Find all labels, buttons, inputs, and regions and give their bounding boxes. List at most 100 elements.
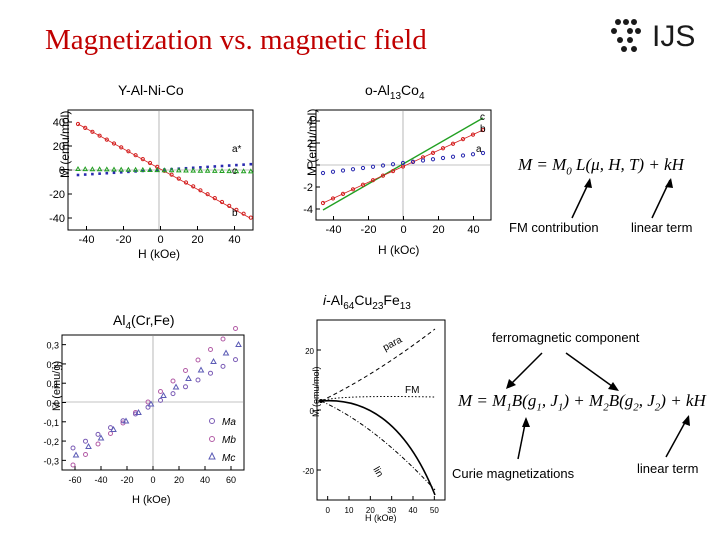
icu-ytick: 0	[310, 407, 315, 416]
oal-line-b	[322, 129, 484, 204]
al4-point-mc	[185, 374, 192, 381]
ya-point-c	[211, 167, 218, 173]
ya-point-b	[83, 125, 88, 130]
icu-curve-para: para	[381, 334, 404, 353]
oal-point-b	[370, 178, 376, 183]
icu-xtick: 10	[345, 506, 354, 515]
al4-point-mc	[135, 408, 142, 415]
oal-line-c	[322, 117, 484, 211]
al4-point-mb	[70, 462, 76, 468]
ya-point-c	[89, 166, 96, 172]
al4-point-mc	[172, 383, 180, 390]
icu-origin-point	[319, 399, 323, 403]
ya-curve-a: a*	[232, 144, 242, 155]
al4-label: Al4(Cr,Fe)	[113, 312, 175, 332]
linear-term-label-1: linear term	[631, 220, 693, 235]
al4-ylabel: M (emu/g)	[51, 361, 63, 411]
oal-point-a	[480, 150, 486, 156]
ya-point-a	[213, 165, 217, 168]
ya-point-a	[163, 168, 166, 171]
ya-point-a	[112, 171, 116, 175]
al4-point-mc	[122, 417, 130, 424]
al4-point-mb	[183, 368, 188, 373]
ya-point-c	[96, 166, 103, 172]
ya-ytick: 0	[59, 165, 65, 177]
icu-curve-para-line	[320, 328, 436, 402]
ijs-logo-icon	[611, 19, 641, 52]
al4-point-mc	[97, 434, 105, 441]
ya-point-a	[83, 173, 87, 176]
ya-curve-c: c	[232, 166, 237, 177]
ya-point-c	[240, 168, 247, 174]
al4-point-ma	[183, 384, 188, 390]
al4-ytick: 0,3	[46, 341, 59, 351]
al4-point-mb	[145, 399, 151, 405]
equation-1-arrows	[571, 178, 673, 219]
ya-point-b	[97, 133, 102, 138]
al4-ytick: -0,2	[43, 437, 59, 447]
oal-point-a	[370, 164, 376, 169]
oal-point-b	[430, 150, 436, 155]
ya-point-b	[133, 153, 138, 158]
oal-xtick: 20	[432, 224, 444, 236]
icu-ylabel: M (emu/mol)	[311, 366, 321, 417]
icu-curve-total-line	[320, 399, 436, 496]
ya-point-a	[249, 162, 253, 166]
ya-point-c	[82, 166, 89, 172]
al4-point-mb	[83, 452, 88, 457]
ya-ytick: 20	[53, 141, 65, 153]
oal-point-b	[360, 182, 366, 187]
al4-point-mb	[158, 389, 163, 394]
oal-point-a	[360, 165, 366, 171]
equation-2: M = M1B(g1, J1) + M2B(g2, J2) + kH	[458, 391, 706, 414]
oal-curve-c: c	[480, 112, 485, 123]
oal-point-b	[460, 137, 466, 142]
ya-point-c	[197, 167, 204, 173]
oal-point-b	[330, 196, 336, 201]
al4-legend-mb: Mb	[222, 435, 236, 446]
oal-point-b	[350, 187, 356, 192]
ferromagnetic-component-label: ferromagnetic component	[492, 330, 640, 345]
ya-ytick: 40	[53, 117, 65, 129]
al4-point-ma	[83, 438, 88, 444]
oal-point-a	[350, 167, 356, 172]
al4-legend-mc: Mc	[222, 453, 235, 464]
al4-point-mc	[235, 340, 242, 347]
oal-point-b	[480, 127, 486, 133]
ya-point-a	[199, 166, 202, 169]
oal-point-b	[450, 141, 456, 146]
oal-point-b	[390, 168, 396, 174]
al4-point-ma	[220, 363, 226, 369]
ya-point-b	[90, 129, 95, 134]
ya-point-c	[233, 168, 240, 174]
ya-point-a	[242, 163, 245, 166]
al4-xtick: -60	[68, 475, 81, 485]
al4-point-mb	[170, 378, 176, 384]
ya-point-a	[76, 173, 80, 177]
al4-point-mc	[222, 349, 230, 356]
ya-point-c	[111, 166, 117, 172]
al4-point-mc	[197, 366, 205, 373]
al4-point-ma	[158, 397, 163, 403]
al4-ytick: 0,0	[46, 399, 59, 409]
chart-al4: -60 -40 -20 0 20 40 60 0,3 0,2 0,1 0,0 -0,1 -0,2 -0,3…	[43, 326, 245, 506]
ya-point-a	[206, 165, 209, 169]
ya-point-c	[183, 167, 189, 173]
ya-label: Y-Al-Ni-Co	[118, 82, 184, 98]
al4-ytick: 0,2	[46, 360, 59, 370]
al4-xtick: 0	[150, 475, 155, 485]
oal-point-a	[320, 170, 326, 176]
oal-ytick: 4	[307, 116, 313, 128]
ya-xtick: -40	[79, 234, 95, 246]
equation-2-arrows	[506, 352, 690, 460]
al4-point-ma	[108, 425, 113, 431]
al4-point-mb	[220, 336, 226, 342]
ya-point-c	[154, 167, 161, 173]
ya-point-c	[139, 166, 146, 172]
oal-point-b	[340, 191, 346, 196]
equation-1: M = M0 L(μ, H, T) + kH	[518, 155, 684, 178]
icu-curve-lin-line	[320, 400, 436, 491]
al4-point-ma	[170, 391, 176, 397]
oal-point-a	[390, 162, 396, 167]
